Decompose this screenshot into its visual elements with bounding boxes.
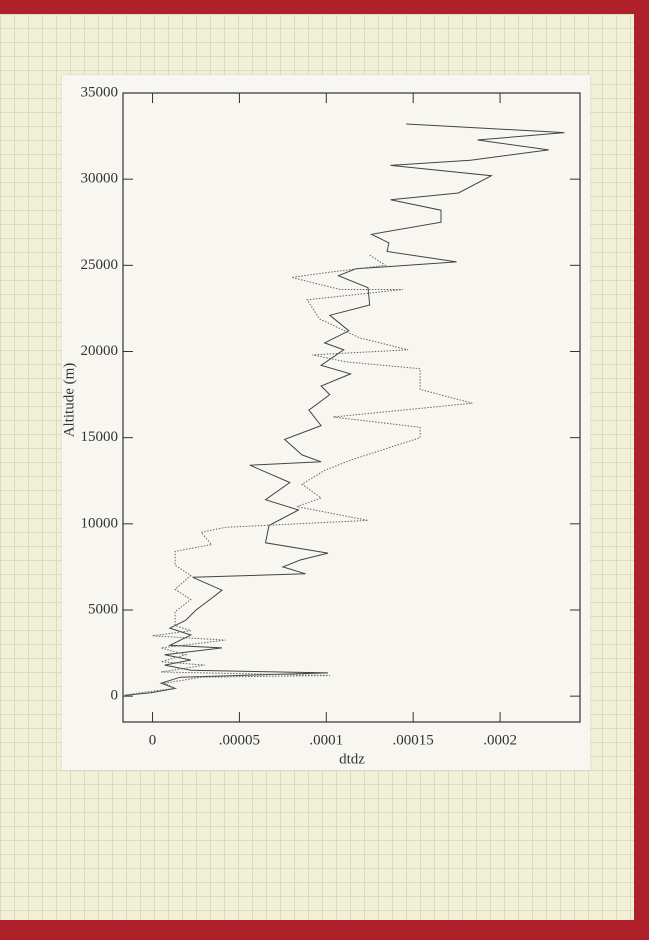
- y-tick-label: 5000: [88, 601, 118, 617]
- x-tick-label: .0001: [309, 732, 343, 748]
- data-line: [124, 254, 473, 696]
- y-tick-label: 20000: [81, 343, 119, 359]
- plot-sheet: [62, 75, 590, 770]
- x-tick-label: .00015: [393, 732, 434, 748]
- y-tick-label: 0: [111, 688, 119, 704]
- y-tick-label: 10000: [81, 515, 119, 531]
- y-tick-label: 25000: [81, 257, 119, 273]
- y-axis-label: Altitude (m): [61, 363, 77, 438]
- x-tick-label: 0: [149, 732, 157, 748]
- y-tick-label: 30000: [81, 171, 119, 187]
- x-axis-label: dtdz: [339, 751, 365, 767]
- y-tick-label: 35000: [81, 84, 119, 100]
- plot-frame: [122, 92, 581, 723]
- data-line: [124, 123, 565, 696]
- x-tick-label: .00005: [219, 732, 260, 748]
- x-tick-label: .0002: [483, 732, 517, 748]
- y-tick-label: 15000: [81, 429, 119, 445]
